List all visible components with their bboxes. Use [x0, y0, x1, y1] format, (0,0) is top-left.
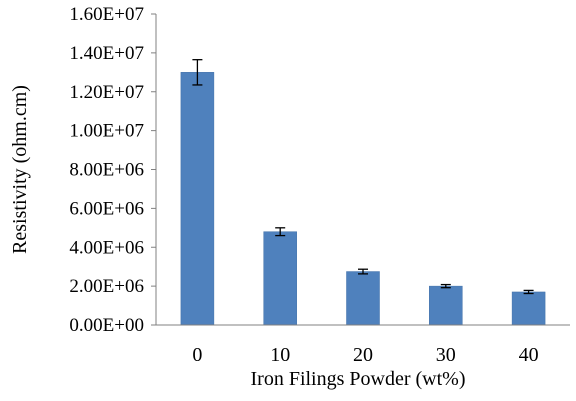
bar-10 [263, 231, 297, 326]
x-tick-label: 20 [353, 344, 373, 366]
y-tick-label: 1.00E+07 [69, 121, 144, 142]
error-bar-30 [440, 283, 451, 289]
error-bar-10 [275, 227, 286, 237]
error-bar-0 [192, 59, 203, 86]
error-bar-40 [523, 289, 534, 295]
bar-20 [346, 271, 380, 326]
x-axis-title: Iron Filings Powder (wt%) [251, 368, 466, 390]
y-tick-labels: 0.00E+00 2.00E+06 4.00E+06 6.00E+06 8.00E+06… [69, 4, 156, 336]
y-tick-label: 2.00E+06 [69, 276, 144, 297]
y-tick-label: 0.00E+00 [69, 315, 144, 336]
y-tick-label: 1.60E+07 [69, 4, 144, 25]
bar-0 [180, 72, 215, 326]
x-tick-label: 40 [519, 344, 539, 366]
y-tick-label: 1.20E+07 [69, 82, 144, 103]
bars-layer [180, 59, 546, 326]
y-tick-label: 6.00E+06 [69, 198, 144, 219]
x-tick-label: 30 [436, 344, 456, 366]
bar-30 [429, 285, 463, 326]
x-tick-label: 10 [270, 344, 290, 366]
y-axis-title: Resistivity (ohm.cm) [9, 85, 31, 254]
x-tick-labels: 0 10 20 30 40 [192, 344, 538, 366]
y-tick-label: 4.00E+06 [69, 237, 144, 258]
y-tick-label: 1.40E+07 [69, 43, 144, 64]
error-bar-20 [358, 268, 368, 275]
y-tick-label: 8.00E+06 [69, 160, 144, 181]
bar-40 [511, 291, 546, 326]
x-tick-label: 0 [192, 344, 202, 366]
